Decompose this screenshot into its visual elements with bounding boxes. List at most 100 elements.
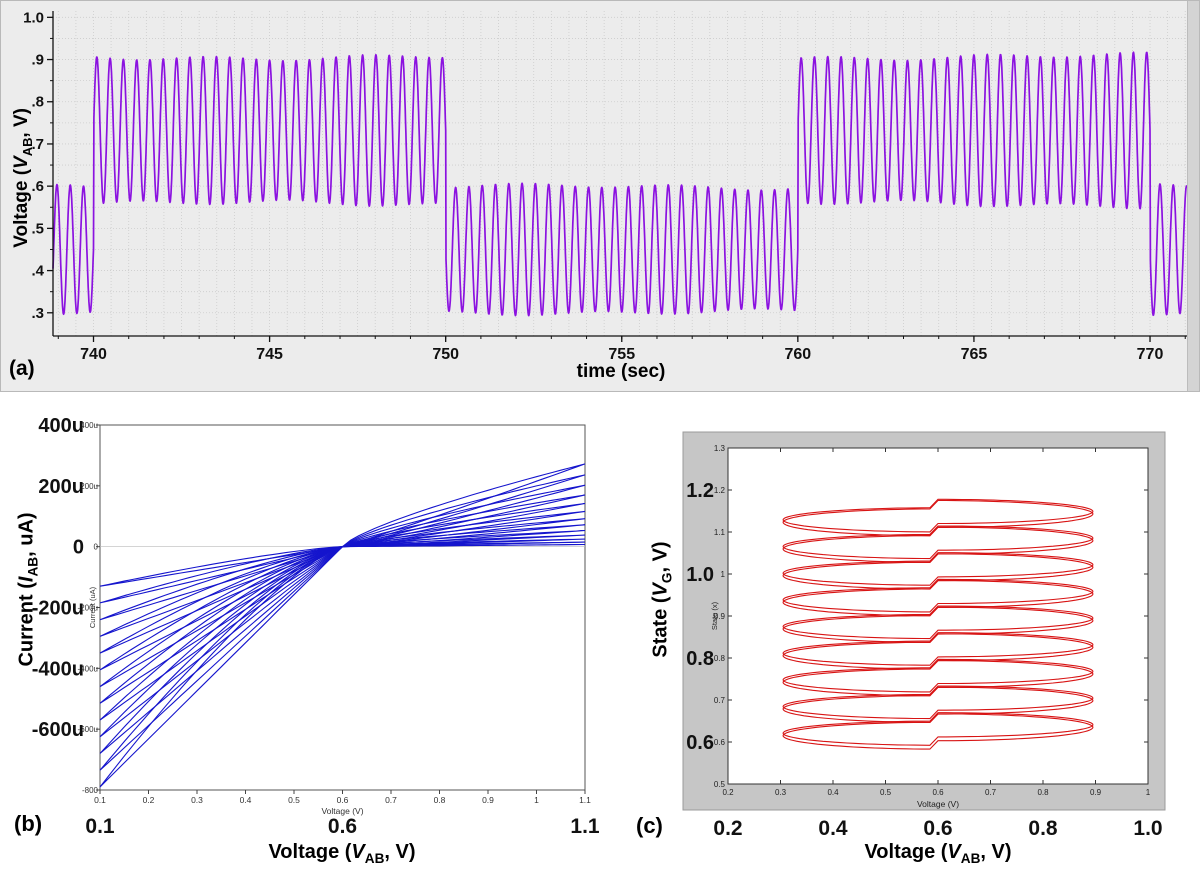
svg-text:0.8: 0.8 [714, 654, 726, 663]
svg-text:0.4: 0.4 [240, 795, 252, 805]
svg-text:0.5: 0.5 [714, 780, 726, 789]
ylabel-b-pre: Current ( [15, 582, 38, 667]
svg-text:1.2: 1.2 [686, 480, 714, 502]
svg-text:400u: 400u [38, 415, 84, 437]
ylabel-b-post: , uA) [15, 512, 38, 557]
right-scrollbar-strip [1187, 1, 1199, 391]
ylabel-a-var: V [11, 156, 33, 169]
voltage-time-plot: 1.0 .9 .8 .7 .6 .5 .4 .3 740 745 750 755 760 765 770 [23, 9, 1188, 363]
svg-text:760: 760 [784, 346, 811, 363]
ylabel-a-post: , V) [11, 108, 33, 138]
svg-text:1.2: 1.2 [714, 486, 726, 495]
svg-text:State (x): State (x) [710, 601, 719, 630]
svg-text:.8: .8 [31, 94, 44, 111]
svg-text:-200u: -200u [78, 604, 98, 613]
svg-text:0.2: 0.2 [143, 795, 155, 805]
ylabel-c-var: V [649, 583, 672, 597]
svg-text:.5: .5 [31, 220, 44, 237]
svg-text:0.2: 0.2 [722, 788, 734, 797]
svg-text:0.8: 0.8 [686, 648, 714, 670]
svg-text:755: 755 [608, 346, 635, 363]
svg-text:0.8: 0.8 [1028, 817, 1058, 840]
panel-b-iv-hysteresis: 0.1 0.2 0.3 0.4 0.5 0.6 0.7 0.8 0.9 1 1.1 400u 200u 0… [0, 395, 660, 879]
svg-text:-600u: -600u [78, 725, 98, 734]
xlabel-c-post: , V) [980, 841, 1012, 863]
svg-text:0: 0 [73, 537, 84, 559]
svg-text:770: 770 [1137, 346, 1164, 363]
svg-text:Current (uA): Current (uA) [88, 586, 97, 628]
ylabel-c-post: , V) [649, 541, 672, 573]
svg-text:1.1: 1.1 [570, 815, 600, 838]
ylabel-a-pre: Voltage ( [11, 168, 33, 248]
panel-a-letter: (a) [9, 357, 35, 380]
svg-text:0.4: 0.4 [827, 788, 839, 797]
svg-text:0.5: 0.5 [288, 795, 300, 805]
svg-text:-400u: -400u [78, 664, 98, 673]
svg-text:1.3: 1.3 [714, 444, 726, 453]
svg-text:-600u: -600u [32, 719, 84, 741]
svg-text:-200u: -200u [32, 598, 84, 620]
ylabel-b-var: I [15, 576, 38, 583]
svg-text:.6: .6 [31, 178, 44, 195]
svg-text:.9: .9 [31, 52, 44, 69]
svg-text:0.7: 0.7 [985, 788, 997, 797]
panel-a-voltage-time: 1.0 .9 .8 .7 .6 .5 .4 .3 740 745 750 755 760 765 770 V… [0, 0, 1200, 392]
svg-text:Voltage (V): Voltage (V) [917, 799, 959, 809]
svg-text:0.8: 0.8 [434, 795, 446, 805]
ylabel-a-sub: AB [19, 137, 35, 157]
svg-text:200u: 200u [38, 476, 84, 498]
svg-text:750: 750 [432, 346, 459, 363]
svg-text:0.7: 0.7 [714, 696, 726, 705]
svg-text:200u: 200u [80, 482, 98, 491]
xlabel-b-sub: AB [364, 851, 385, 866]
svg-text:0.2: 0.2 [713, 817, 742, 840]
svg-text:0.9: 0.9 [482, 795, 494, 805]
svg-text:1: 1 [534, 795, 539, 805]
iv-hysteresis-plot: 0.1 0.2 0.3 0.4 0.5 0.6 0.7 0.8 0.9 1 1.1 400u 200u 0… [32, 415, 600, 838]
panel-b-y-axis-title: Current (IAB, uA) [16, 440, 41, 740]
svg-text:.7: .7 [31, 136, 44, 153]
svg-text:0.6: 0.6 [686, 732, 714, 754]
svg-text:1.1: 1.1 [579, 795, 591, 805]
panel-c-letter: (c) [636, 813, 663, 838]
svg-text:0.9: 0.9 [1090, 788, 1102, 797]
svg-text:0: 0 [94, 543, 99, 552]
svg-text:0.6: 0.6 [932, 788, 944, 797]
svg-text:740: 740 [80, 346, 107, 363]
svg-text:0.1: 0.1 [94, 795, 106, 805]
svg-text:0.7: 0.7 [385, 795, 397, 805]
svg-text:0.4: 0.4 [818, 817, 848, 840]
svg-text:0.1: 0.1 [85, 815, 115, 838]
svg-text:Voltage (V): Voltage (V) [321, 806, 363, 816]
svg-text:0.6: 0.6 [337, 795, 349, 805]
ylabel-c-sub: G [659, 572, 675, 584]
svg-text:.4: .4 [31, 263, 44, 280]
state-voltage-plot: 0.2 0.3 0.4 0.5 0.6 0.7 0.8 0.9 1 0.5 0.6 0.7 0.8 0.9… [682, 431, 1166, 840]
svg-text:0.9: 0.9 [714, 612, 726, 621]
svg-text:0.6: 0.6 [923, 817, 952, 840]
svg-text:0.8: 0.8 [1037, 788, 1049, 797]
svg-text:0.6: 0.6 [714, 738, 726, 747]
ylabel-c-pre: State ( [649, 596, 672, 658]
svg-text:.3: .3 [31, 305, 44, 322]
svg-text:1.0: 1.0 [686, 564, 714, 586]
panel-a-x-axis-title: time (sec) [576, 361, 666, 382]
svg-text:1: 1 [1146, 788, 1151, 797]
xlabel-c-sub: AB [960, 851, 981, 866]
svg-text:1.1: 1.1 [714, 528, 726, 537]
panel-a-y-axis-title: Voltage (VAB, V) [11, 28, 35, 328]
svg-text:400u: 400u [80, 421, 98, 430]
ylabel-b-sub: AB [25, 556, 41, 577]
xlabel-b-pre: Voltage ( [268, 841, 352, 863]
xlabel-c-var: V [947, 841, 961, 863]
panel-c-x-axis-title: Voltage (VAB, V) [748, 841, 1128, 866]
panel-c-y-axis-title: State (VG, V) [650, 450, 675, 750]
panel-b-letter: (b) [14, 811, 43, 836]
xlabel-b-post: , V) [384, 841, 416, 863]
panel-b-x-axis-title: Voltage (VAB, V) [142, 841, 542, 866]
svg-text:1.0: 1.0 [23, 9, 44, 26]
panel-c-state-voltage: 0.2 0.3 0.4 0.5 0.6 0.7 0.8 0.9 1 0.5 0.6 0.7 0.8 0.9… [620, 395, 1200, 879]
xlabel-c-pre: Voltage ( [864, 841, 948, 863]
xlabel-b-var: V [351, 841, 365, 863]
